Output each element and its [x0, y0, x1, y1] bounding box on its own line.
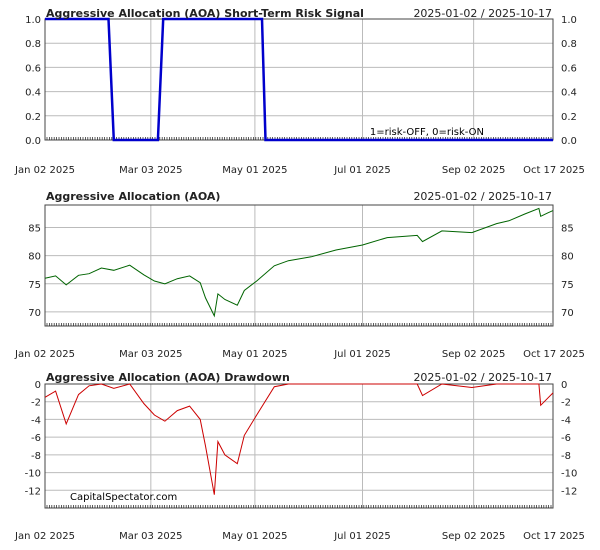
drawdown-y-tick-label-right: -10 — [561, 469, 577, 480]
drawdown-x-tick-label: May 01 2025 — [222, 531, 287, 542]
drawdown-series-line — [44, 383, 554, 495]
drawdown-date-range: 2025-01-02 / 2025-10-17 — [413, 371, 552, 384]
risk-signal-y-tick-label-left: 0.4 — [25, 88, 41, 99]
price-y-tick-label-right: 70 — [561, 308, 574, 319]
risk-signal-x-tick-label: Jul 01 2025 — [333, 165, 391, 176]
risk-signal-x-tick-label: May 01 2025 — [222, 165, 287, 176]
drawdown-x-tick-label: Mar 03 2025 — [119, 531, 182, 542]
risk-signal-y-tick-label-right: 0.6 — [561, 63, 577, 74]
watermark: CapitalSpectator.com — [70, 492, 177, 503]
drawdown-x-tick-label: Sep 02 2025 — [442, 531, 505, 542]
price-y-tick-label-right: 80 — [561, 252, 574, 263]
drawdown-y-tick-label-left: -12 — [25, 486, 41, 497]
drawdown-y-tick-label-right: -2 — [561, 398, 571, 409]
drawdown-y-tick-label-left: -10 — [25, 469, 41, 480]
price-title: Aggressive Allocation (AOA) — [46, 190, 220, 203]
drawdown-x-tick-label: Oct 17 2025 — [523, 531, 585, 542]
risk-signal-annotation: 1=risk-OFF, 0=risk-ON — [370, 127, 484, 138]
drawdown-y-tick-label-right: -4 — [561, 415, 571, 426]
risk-signal-y-tick-label-left: 0.2 — [25, 112, 41, 123]
drawdown-frame — [44, 383, 554, 509]
drawdown-y-tick-label-left: -6 — [31, 433, 41, 444]
drawdown-y-tick-label-right: -12 — [561, 486, 577, 497]
price-date-range: 2025-01-02 / 2025-10-17 — [413, 190, 552, 203]
drawdown-y-tick-label-left: -8 — [31, 451, 41, 462]
drawdown-y-tick-label-left: 0 — [35, 380, 41, 391]
price-series-line — [44, 207, 554, 318]
risk-signal-series-line — [45, 17, 553, 142]
risk-signal-x-tick-label: Sep 02 2025 — [442, 165, 505, 176]
risk-signal-y-tick-label-left: 0.6 — [25, 63, 41, 74]
drawdown-y-ticks-right: 0 -2 -4 -6 -8 -10 -12 — [561, 380, 577, 497]
price-frame — [44, 204, 554, 327]
risk-signal-y-tick-label-right: 0.2 — [561, 112, 577, 123]
drawdown-title: Aggressive Allocation (AOA) Drawdown — [46, 371, 290, 384]
price-x-tick-label: Jan 02 2025 — [14, 349, 75, 360]
risk-signal-title: Aggressive Allocation (AOA) Short-Term R… — [46, 7, 364, 20]
price-y-tick-label-left: 85 — [28, 224, 41, 235]
drawdown-panel: 0 -2 -4 -6 -8 -10 -12 0 -2 -4 -6 -8 -10 -12 Jan 02 2… — [14, 371, 585, 542]
drawdown-y-tick-label-left: -2 — [31, 398, 41, 409]
risk-signal-y-tick-label-left: 0.0 — [25, 136, 41, 147]
drawdown-y-tick-label-left: -4 — [31, 415, 41, 426]
risk-signal-x-tick-label: Oct 17 2025 — [523, 165, 585, 176]
price-y-ticks-right: 70 75 80 85 — [561, 224, 574, 319]
drawdown-grid — [44, 383, 554, 508]
drawdown-y-ticks-left: 0 -2 -4 -6 -8 -10 -12 — [25, 380, 41, 497]
risk-signal-panel: 0.0 0.2 0.4 0.6 0.8 1.0 0.0 0.2 0.4 0.6 0.8 1.0 Ja… — [14, 7, 585, 176]
risk-signal-y-ticks-left: 0.0 0.2 0.4 0.6 0.8 1.0 — [25, 15, 41, 147]
risk-signal-y-tick-label-right: 0.8 — [561, 39, 577, 50]
price-x-tick-label: May 01 2025 — [222, 349, 287, 360]
price-y-tick-label-left: 70 — [28, 308, 41, 319]
risk-signal-date-range: 2025-01-02 / 2025-10-17 — [413, 7, 552, 20]
risk-signal-y-tick-label-left: 0.8 — [25, 39, 41, 50]
price-panel: 70 75 80 85 70 75 80 85 Jan 02 2025 Mar 03 2025… — [14, 190, 585, 360]
risk-signal-y-tick-label-right: 0.0 — [561, 136, 577, 147]
risk-signal-frame — [44, 18, 554, 141]
price-y-tick-label-right: 85 — [561, 224, 574, 235]
price-x-tick-label: Jul 01 2025 — [333, 349, 391, 360]
risk-signal-x-tick-label: Jan 02 2025 — [14, 165, 75, 176]
price-x-ticks — [46, 323, 552, 326]
risk-signal-grid — [44, 18, 554, 141]
price-y-tick-label-left: 80 — [28, 252, 41, 263]
price-y-tick-label-left: 75 — [28, 280, 41, 291]
price-x-tick-label: Oct 17 2025 — [523, 349, 585, 360]
drawdown-x-labels: Jan 02 2025 Mar 03 2025 May 01 2025 Jul 01 … — [14, 531, 585, 542]
price-y-ticks-left: 70 75 80 85 — [28, 224, 41, 319]
price-x-tick-label: Sep 02 2025 — [442, 349, 505, 360]
risk-signal-y-tick-label-left: 1.0 — [25, 15, 41, 26]
drawdown-y-tick-label-right: 0 — [561, 380, 567, 391]
risk-signal-y-ticks-right: 0.0 0.2 0.4 0.6 0.8 1.0 — [561, 15, 577, 147]
drawdown-x-ticks — [46, 505, 552, 508]
risk-signal-x-tick-label: Mar 03 2025 — [119, 165, 182, 176]
drawdown-x-tick-label: Jul 01 2025 — [333, 531, 391, 542]
price-y-tick-label-right: 75 — [561, 280, 574, 291]
price-grid — [44, 205, 554, 326]
price-x-tick-label: Mar 03 2025 — [119, 349, 182, 360]
drawdown-x-tick-label: Jan 02 2025 — [14, 531, 75, 542]
price-x-labels: Jan 02 2025 Mar 03 2025 May 01 2025 Jul 01 … — [14, 349, 585, 360]
risk-signal-x-labels: Jan 02 2025 Mar 03 2025 May 01 2025 Jul 01 … — [14, 165, 585, 176]
drawdown-y-tick-label-right: -6 — [561, 433, 571, 444]
risk-signal-y-tick-label-right: 0.4 — [561, 88, 577, 99]
risk-signal-y-tick-label-right: 1.0 — [561, 15, 577, 26]
drawdown-y-tick-label-right: -8 — [561, 451, 571, 462]
